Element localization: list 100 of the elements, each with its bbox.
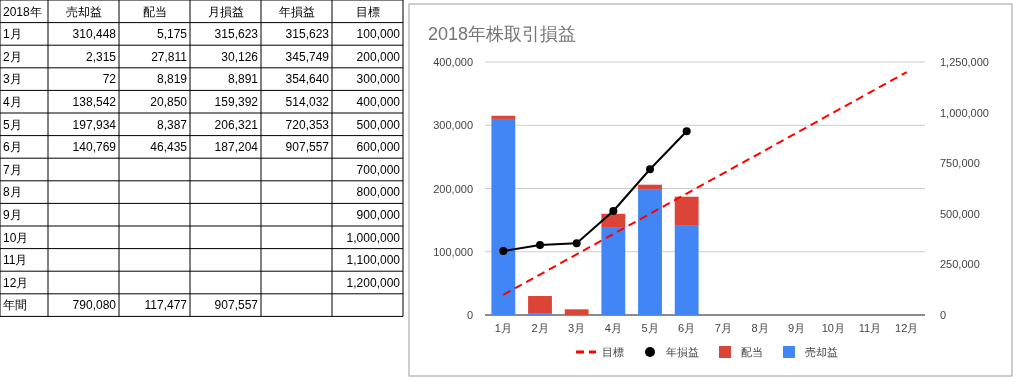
y2-tick-label: 750,000 bbox=[940, 157, 980, 170]
x-tick-label: 6月 bbox=[678, 322, 696, 334]
y-tick-label: 5月 bbox=[3, 117, 22, 132]
x-tick-label: 7月 bbox=[714, 322, 732, 334]
data-label: 907,557 bbox=[214, 298, 259, 313]
y-tick-label: 300,000 bbox=[433, 119, 473, 132]
data-label: 20,850 bbox=[150, 94, 188, 109]
x-tick-label: 10月 bbox=[821, 322, 845, 334]
y-tick-label: 7月 bbox=[3, 162, 22, 177]
data-label: 1,000,000 bbox=[346, 230, 401, 245]
bar bbox=[528, 296, 552, 314]
y-tick-label: 9月 bbox=[3, 207, 22, 222]
data-label: 1,100,000 bbox=[346, 253, 401, 268]
data-label: 27,811 bbox=[151, 49, 188, 64]
y-tick-label: 4月 bbox=[3, 94, 22, 109]
y-tick-label: 200,000 bbox=[433, 182, 473, 195]
data-label: 46,435 bbox=[150, 140, 188, 155]
data-label: 72 bbox=[102, 72, 117, 87]
bar bbox=[638, 189, 662, 315]
x-tick-label: 12月 bbox=[895, 322, 919, 334]
y-tick-label: 1月 bbox=[3, 27, 22, 42]
x-tick-label: 3月 bbox=[568, 322, 586, 334]
y-tick-label: 2月 bbox=[3, 49, 22, 64]
data-label: 354,640 bbox=[285, 72, 330, 87]
bar bbox=[491, 118, 516, 315]
point bbox=[646, 165, 654, 174]
data-label: 720,353 bbox=[285, 117, 330, 132]
x-tick-label: 8月 bbox=[751, 322, 769, 334]
data-label: 300,000 bbox=[356, 72, 401, 87]
x-tick-label: 売却益 bbox=[65, 4, 102, 19]
data-label: 8,819 bbox=[156, 72, 188, 87]
legend-label: 年損益 bbox=[666, 346, 699, 358]
bar bbox=[638, 184, 662, 190]
data-label: 5,175 bbox=[156, 27, 188, 42]
data-label: 700,000 bbox=[356, 162, 401, 177]
data-label: 907,557 bbox=[285, 140, 330, 155]
y-tick-label: 3月 bbox=[3, 72, 22, 87]
chart-title: 2018年株取引損益 bbox=[428, 24, 577, 44]
data-label: 514,032 bbox=[285, 94, 330, 109]
x-tick-label: 配当 bbox=[142, 4, 167, 19]
data-label: 1,200,000 bbox=[346, 275, 401, 290]
data-label: 30,126 bbox=[221, 49, 259, 64]
bar bbox=[601, 227, 626, 315]
y-tick-label: 11月 bbox=[3, 253, 28, 268]
x-tick-label: 2月 bbox=[531, 322, 549, 334]
data-label: 400,000 bbox=[356, 94, 401, 109]
data-label: 140,769 bbox=[72, 140, 117, 155]
legend-label: 配当 bbox=[741, 346, 763, 358]
data-label: 100,000 bbox=[356, 27, 401, 42]
y-tick-label: 6月 bbox=[3, 140, 22, 155]
bar bbox=[674, 196, 699, 226]
y2-tick-label: 500,000 bbox=[940, 207, 980, 220]
legend-label: 売却益 bbox=[805, 346, 838, 358]
y-tick-label: 年間 bbox=[3, 298, 27, 313]
x-tick-label: 月損益 bbox=[207, 4, 244, 19]
data-label: 315,623 bbox=[285, 27, 330, 42]
data-label: 206,321 bbox=[214, 117, 259, 132]
y-tick-label: 100,000 bbox=[433, 245, 473, 258]
data-label: 310,448 bbox=[72, 27, 117, 42]
data-label: 315,623 bbox=[214, 27, 259, 42]
legend-label: 目標 bbox=[602, 346, 624, 358]
x-tick-label: 4月 bbox=[604, 322, 622, 334]
y2-tick-label: 1,000,000 bbox=[940, 106, 989, 119]
point bbox=[609, 206, 618, 215]
point bbox=[682, 127, 691, 136]
data-label: 138,542 bbox=[72, 94, 117, 109]
data-label: 159,392 bbox=[214, 94, 259, 109]
data-label: 345,749 bbox=[285, 49, 330, 64]
line-series bbox=[502, 71, 908, 296]
point bbox=[499, 247, 508, 256]
y-tick-label: 400,000 bbox=[433, 56, 473, 68]
data-label: 200,000 bbox=[356, 49, 401, 64]
y-tick-label: 12月 bbox=[3, 275, 29, 290]
data-label: 8,387 bbox=[156, 117, 188, 132]
annotation: 2018年 bbox=[3, 4, 42, 19]
data-label: 900,000 bbox=[356, 207, 401, 222]
data-label: 197,934 bbox=[72, 117, 117, 132]
y2-tick-label: 0 bbox=[940, 309, 947, 321]
y-tick-label: 0 bbox=[466, 309, 473, 321]
bar bbox=[564, 309, 589, 315]
data-label: 500,000 bbox=[356, 117, 401, 132]
data-label: 790,080 bbox=[72, 298, 117, 313]
point bbox=[572, 239, 581, 248]
x-tick-label: 目標 bbox=[355, 4, 380, 19]
x-tick-label: 11月 bbox=[858, 322, 882, 334]
data-label: 187,204 bbox=[214, 140, 259, 155]
x-tick-label: 1月 bbox=[494, 322, 512, 334]
x-tick-label: 9月 bbox=[788, 322, 806, 334]
data-label: 2,315 bbox=[85, 49, 117, 64]
point bbox=[536, 240, 544, 249]
data-label: 800,000 bbox=[356, 185, 401, 200]
y-tick-label: 8月 bbox=[3, 185, 22, 200]
bar bbox=[674, 225, 699, 315]
y2-tick-label: 1,250,000 bbox=[940, 56, 989, 68]
data-label: 117,477 bbox=[144, 298, 188, 313]
y-tick-label: 10月 bbox=[3, 230, 29, 245]
x-tick-label: 年損益 bbox=[278, 4, 315, 19]
data-label: 8,891 bbox=[227, 72, 259, 87]
y2-tick-label: 250,000 bbox=[940, 258, 980, 271]
x-tick-label: 5月 bbox=[641, 322, 659, 334]
